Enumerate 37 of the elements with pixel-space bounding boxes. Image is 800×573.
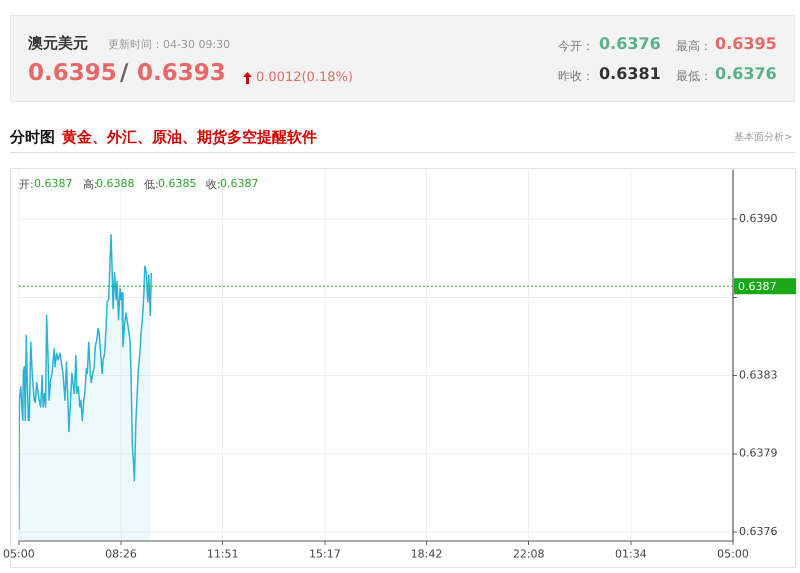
text: 0.0012(0.18%) [256, 70, 353, 85]
chart-subtitle: 更新时间：04-30 09:30 [108, 37, 230, 52]
y-tick-label: 0.6379 [739, 446, 778, 460]
x-tick-label: 08:26 [105, 547, 137, 560]
chart-title: 澳元美元 [28, 34, 88, 53]
annotation: 低: [144, 177, 159, 192]
x-tick-label: 05:00 [3, 547, 35, 560]
y-tick-label: 0.6383 [739, 368, 778, 382]
text: 黄金、外汇、原油、期货多空提醒软件 [62, 128, 317, 147]
text: 基本面分析> [734, 130, 792, 144]
x-tick-label: 11:51 [206, 547, 239, 560]
text: 昨收： [558, 68, 594, 85]
x-tick-label: 01:34 [614, 547, 647, 560]
x-tick-label: 05:00 [717, 547, 749, 560]
annotation: 开: [19, 177, 34, 192]
text: 0.6393 [137, 60, 226, 86]
annotation: 高: [83, 177, 98, 192]
x-tick-label: 22:08 [512, 547, 545, 560]
text: 0.6395 [28, 60, 117, 86]
text: 0.6381 [599, 64, 661, 83]
annotation: 0.6388 [96, 177, 134, 190]
text: 0.6376 [599, 34, 661, 53]
ref-line-label: 0.6387 [738, 280, 776, 294]
annotation: 0.6387 [220, 177, 258, 190]
annotation: 收: [206, 177, 221, 192]
x-tick-label: 15:17 [308, 547, 341, 560]
x-tick-label: 18:42 [410, 547, 442, 560]
y-tick-label: 0.6376 [739, 524, 778, 538]
text: 分时图 [10, 128, 55, 147]
text: 最低： [676, 68, 712, 85]
annotation: 0.6387 [34, 177, 72, 190]
text: / [120, 60, 128, 86]
annotation: 0.6385 [158, 177, 196, 190]
text: 今开： [558, 38, 594, 55]
y-tick-label: 0.6390 [739, 212, 778, 226]
text: 最高： [676, 38, 712, 55]
text: 0.6395 [715, 34, 777, 53]
